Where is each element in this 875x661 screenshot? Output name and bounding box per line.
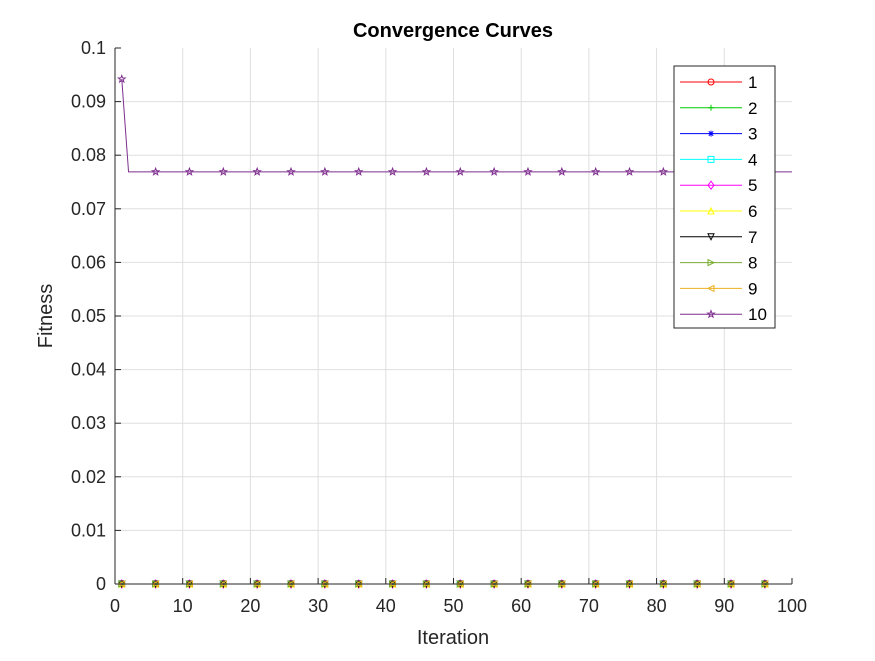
y-tick-label: 0.02 xyxy=(71,467,106,487)
legend-label-9: 9 xyxy=(748,279,757,298)
y-tick-label: 0.08 xyxy=(71,145,106,165)
x-tick-label: 40 xyxy=(376,596,396,616)
legend-marker-8 xyxy=(707,258,716,267)
legend: 1 2 3 4 5 6 7 8 9 10 xyxy=(673,65,776,329)
legend-label-8: 8 xyxy=(748,254,757,273)
tick-label-layer: 0 10 20 30 40 50 60 70 80 90 100 0 0.01 0.02 0.03 0.04 0… xyxy=(71,38,807,616)
legend-box xyxy=(673,65,776,329)
y-tick-label: 0 xyxy=(96,574,106,594)
legend-entry-8: 8 xyxy=(680,254,757,273)
y-tick-label: 0.01 xyxy=(71,520,106,540)
series-point-10 xyxy=(320,166,330,176)
x-tick-label: 100 xyxy=(777,596,807,616)
series-point-10 xyxy=(658,166,669,176)
legend-entry-2: 2 xyxy=(680,99,757,118)
legend-entry-10: 10 xyxy=(680,305,767,324)
y-tick-label: 0.1 xyxy=(81,38,106,58)
x-axis-label: Iteration xyxy=(417,627,489,649)
legend-entry-4: 4 xyxy=(680,150,757,169)
series-point-10 xyxy=(286,166,296,176)
legend-label-4: 4 xyxy=(748,150,757,169)
x-tick-label: 90 xyxy=(714,596,734,616)
series-point-10 xyxy=(557,166,567,176)
y-tick-label: 0.05 xyxy=(71,306,106,326)
legend-entry-6: 6 xyxy=(680,202,757,221)
series-point-10 xyxy=(252,166,262,176)
series-point-10 xyxy=(590,166,601,176)
legend-label-5: 5 xyxy=(748,176,757,195)
legend-label-10: 10 xyxy=(748,305,767,324)
legend-marker-10 xyxy=(706,309,716,319)
y-tick-label: 0.03 xyxy=(71,413,106,433)
legend-marker-7 xyxy=(707,233,715,241)
y-tick-label: 0.09 xyxy=(71,92,106,112)
series-point-10 xyxy=(150,166,161,176)
y-tick-label: 0.07 xyxy=(71,199,106,219)
x-tick-label: 60 xyxy=(511,596,531,616)
legend-entry-3: 3 xyxy=(680,125,757,144)
legend-label-1: 1 xyxy=(748,73,757,92)
series-point-10 xyxy=(523,166,533,176)
x-tick-label: 30 xyxy=(308,596,328,616)
y-tick-label: 0.06 xyxy=(71,252,106,272)
legend-marker-6 xyxy=(707,206,715,215)
series-line-10 xyxy=(121,79,792,173)
x-tick-label: 70 xyxy=(579,596,599,616)
series-point-10 xyxy=(116,74,127,84)
x-tick-label: 0 xyxy=(110,596,120,616)
series-point-10 xyxy=(387,166,398,176)
y-axis-label: Fitness xyxy=(35,284,57,348)
series-point-10 xyxy=(353,166,364,176)
series-point-10 xyxy=(184,166,195,176)
legend-entry-9: 9 xyxy=(680,279,757,298)
y-tick-label: 0.04 xyxy=(71,360,106,380)
series-point-10 xyxy=(421,166,432,176)
x-tick-label: 80 xyxy=(647,596,667,616)
series-point-10 xyxy=(489,166,499,176)
legend-label-7: 7 xyxy=(748,228,757,247)
legend-marker-9 xyxy=(706,284,715,293)
legend-marker-2 xyxy=(708,104,714,111)
axes-layer xyxy=(114,47,793,585)
series-point-10 xyxy=(455,166,466,176)
legend-entry-1: 1 xyxy=(680,73,757,92)
chart-title: Convergence Curves xyxy=(353,20,553,42)
series-point-10 xyxy=(624,166,635,176)
legend-entry-5: 5 xyxy=(680,176,757,195)
x-tick-label: 20 xyxy=(240,596,260,616)
legend-label-6: 6 xyxy=(748,202,757,221)
x-tick-label: 50 xyxy=(443,596,463,616)
series-point-10 xyxy=(218,166,229,176)
legend-marker-3 xyxy=(708,130,714,137)
legend-marker-5 xyxy=(707,180,715,191)
legend-entry-7: 7 xyxy=(680,228,757,247)
legend-marker-4 xyxy=(707,155,715,163)
legend-label-3: 3 xyxy=(748,125,757,144)
x-tick-label: 10 xyxy=(173,596,193,616)
legend-marker-1 xyxy=(707,78,715,86)
legend-label-2: 2 xyxy=(748,99,757,118)
